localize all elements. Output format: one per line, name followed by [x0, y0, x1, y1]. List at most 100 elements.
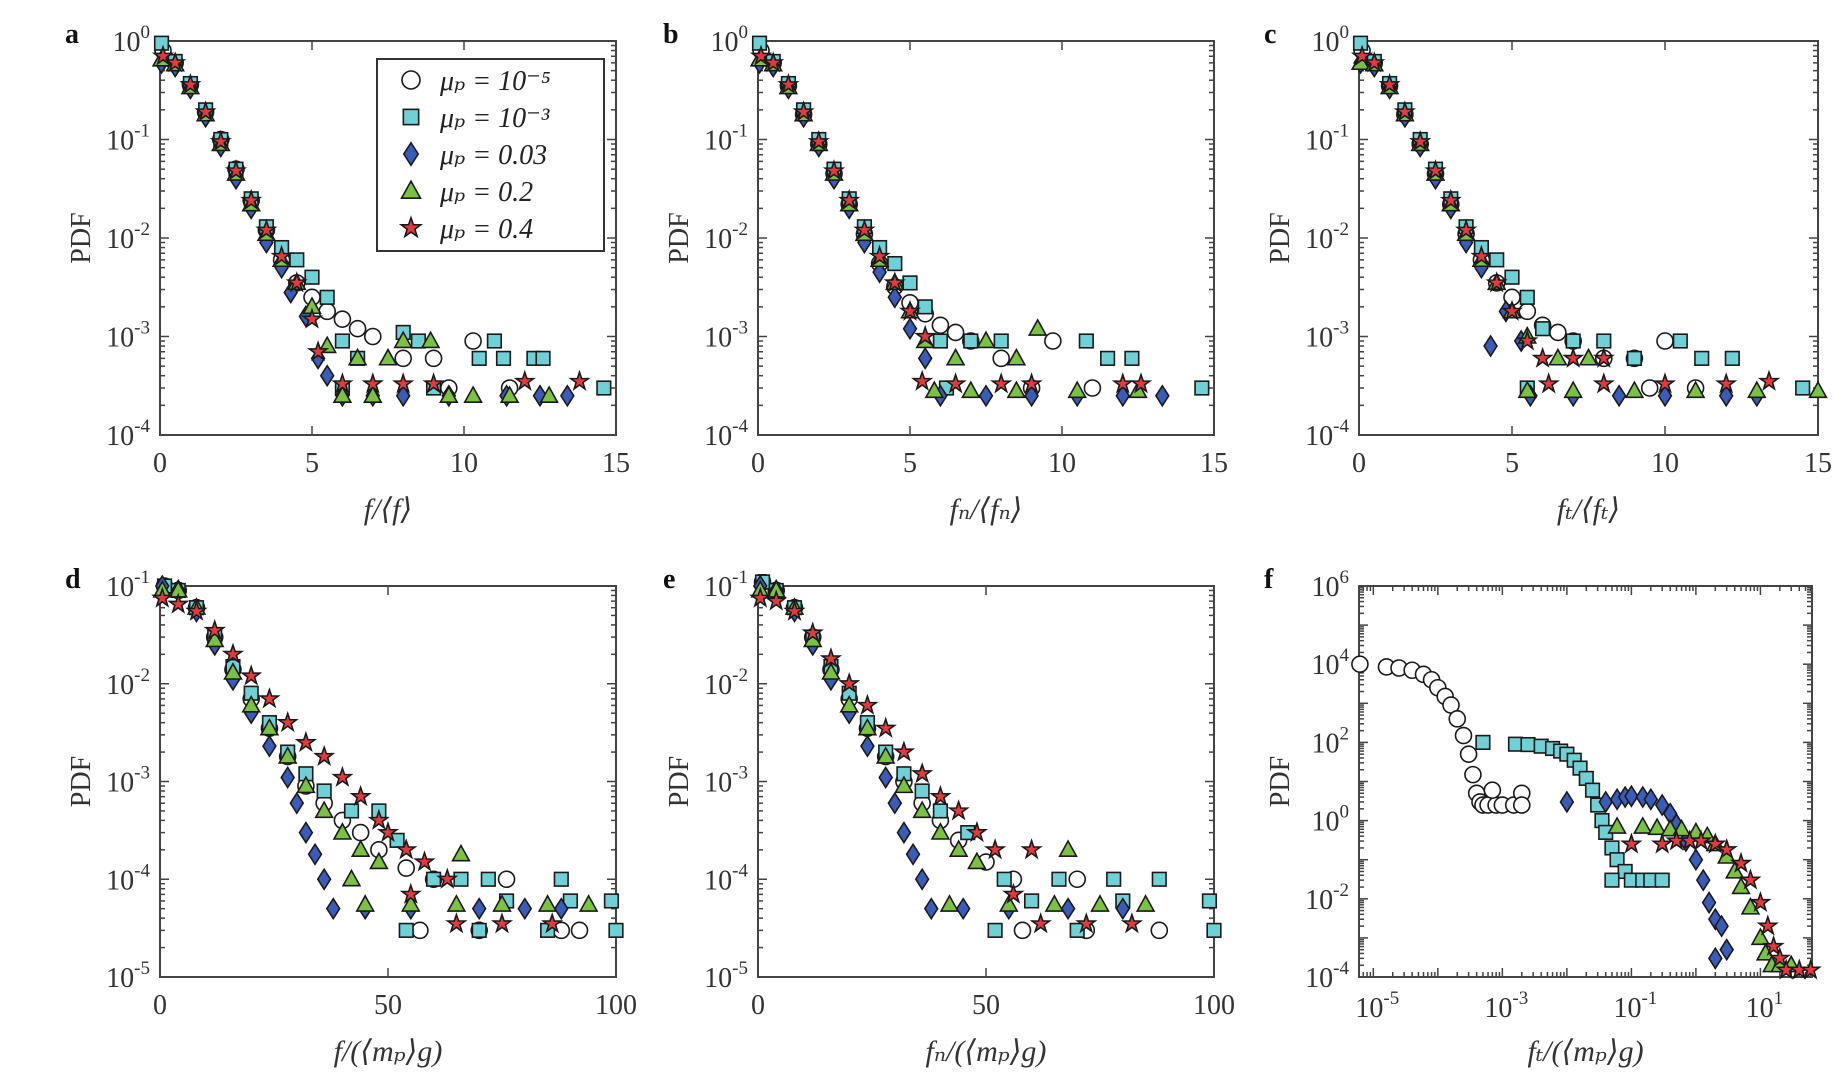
data-point-triangle [537, 894, 558, 912]
x-tick-label: 100 [595, 990, 637, 1021]
data-point-star [1485, 271, 1508, 293]
data-point-circle [1512, 796, 1531, 814]
data-point-triangle [945, 347, 966, 366]
data-point-star [1393, 100, 1416, 122]
data-point-diamond [1115, 897, 1131, 921]
data-point-triangle [1517, 380, 1538, 399]
data-point-star [1592, 372, 1615, 394]
data-point-triangle [839, 694, 859, 713]
legend-triangle-icon [400, 179, 422, 199]
data-point-star [1020, 838, 1043, 860]
data-point-square [304, 269, 320, 285]
data-point-triangle [492, 894, 512, 912]
tick-exponent: -2 [1333, 219, 1349, 240]
tick-exponent: -5 [732, 958, 748, 979]
legend-entry: μₚ = 0.03 [402, 140, 547, 171]
data-point-star [1757, 369, 1781, 391]
data-point-star [313, 744, 336, 767]
tick-exponent: -4 [732, 416, 748, 437]
tick-exponent: -3 [1333, 318, 1349, 339]
tick-base: 10 [711, 27, 739, 58]
tick-base: 10 [704, 323, 732, 354]
tick-exponent: -5 [134, 958, 150, 979]
tick-base: 10 [704, 768, 732, 799]
data-point-circle [931, 316, 950, 335]
data-point-star [568, 369, 591, 391]
data-point-star [1120, 912, 1144, 934]
tick-base: 10 [106, 670, 134, 701]
data-point-star [513, 369, 536, 391]
data-point-square [751, 35, 768, 51]
tick-base: 10 [1305, 963, 1333, 994]
data-point-circle [394, 349, 413, 368]
data-point-triangle [363, 385, 383, 404]
x-axis-label: fₙ/(⟨mₚ⟩g) [926, 1035, 1047, 1068]
data-point-star [911, 369, 934, 391]
data-point-star [1592, 346, 1615, 368]
data-points [151, 574, 624, 940]
data-point-star [1129, 372, 1153, 394]
data-point-square [917, 299, 933, 315]
data-point-circle [363, 327, 382, 346]
data-point-diamond [878, 765, 894, 789]
series-square [754, 574, 1222, 938]
data-point-star [1537, 372, 1560, 394]
data-point-triangle [1750, 927, 1771, 946]
x-tick-label: 5 [1505, 448, 1519, 479]
x-tick-label: 100 [1193, 990, 1235, 1021]
data-point-triangle [999, 894, 1019, 912]
data-point-square [1489, 252, 1505, 268]
data-point-triangle [401, 894, 421, 912]
data-point-circle [1454, 726, 1473, 745]
legend: μₚ = 10⁻⁵ μₚ = 10⁻³ μₚ = 0.03 μₚ = 0.2 μₚ = … [376, 58, 605, 252]
data-point-star [1470, 244, 1493, 266]
data-point-triangle [314, 800, 334, 819]
series-diamond [752, 574, 1131, 921]
data-point-square [495, 350, 512, 366]
series-star [151, 44, 591, 394]
legend-entry: μₚ = 0.4 [398, 214, 533, 245]
tick-base: 10 [1746, 993, 1774, 1024]
y-tick-label: 10-3 [704, 763, 748, 799]
tick-base: 10 [1484, 993, 1512, 1024]
data-point-star [914, 324, 937, 346]
data-point-square [1206, 922, 1222, 938]
data-point-star [947, 799, 970, 821]
data-point-square [1504, 269, 1520, 285]
data-point-circle [946, 323, 965, 342]
data-point-star [270, 244, 293, 266]
series-square [1475, 734, 1670, 888]
tick-exponent: 2 [1340, 723, 1350, 744]
tick-base: 10 [106, 421, 134, 452]
data-point-star [331, 372, 354, 394]
data-point-triangle [1685, 380, 1706, 399]
y-tick-label: 10-1 [106, 121, 150, 157]
data-point-triangle [1724, 861, 1745, 879]
data-point-triangle [1624, 380, 1645, 399]
tick-base: 10 [704, 224, 732, 255]
tick-exponent: -2 [732, 665, 748, 686]
x-tick-label: 10-5 [1355, 988, 1399, 1024]
data-point-star [1651, 832, 1674, 854]
legend-label: μₚ = 10⁻⁵ [439, 66, 551, 97]
data-point-diamond [1719, 938, 1735, 962]
tick-exponent: -4 [732, 860, 748, 881]
data-point-square [932, 333, 948, 349]
data-point-square [486, 333, 503, 349]
data-point-square [334, 333, 351, 349]
data-point-square [1626, 350, 1642, 366]
data-point-triangle [347, 347, 368, 366]
data-point-star [783, 599, 806, 621]
series-star [749, 586, 1144, 934]
data-point-triangle [1067, 380, 1087, 399]
tick-exponent: -3 [1512, 988, 1528, 1009]
data-point-star [1762, 934, 1785, 957]
data-point-triangle [894, 775, 914, 794]
panel-label: c [1264, 19, 1276, 50]
data-point-triangle [961, 380, 981, 399]
data-point-star [892, 740, 916, 762]
data-point-star [944, 372, 967, 394]
axes-frame [159, 585, 617, 978]
tick-base: 10 [704, 963, 732, 994]
tick-base: 10 [106, 323, 134, 354]
